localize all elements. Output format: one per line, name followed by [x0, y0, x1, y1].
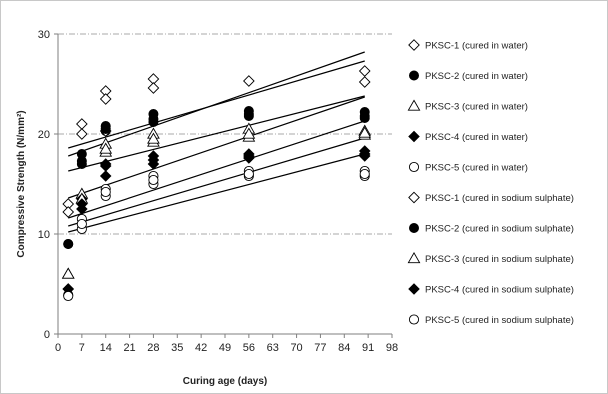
trendline-6 — [68, 137, 365, 227]
data-point-s10-p6 — [359, 168, 370, 180]
data-point-s6-p2 — [76, 128, 88, 140]
legend-label-10: PKSC-5 (cured in sodium sulphate) — [425, 315, 574, 326]
y-axis-title: Compressive Strength (N/mm²) — [16, 110, 27, 257]
legend-label-2: PKSC-2 (cured in water) — [425, 71, 528, 82]
legend-marker-5 — [408, 161, 420, 173]
data-point-s7-p2 — [76, 158, 87, 169]
y-tick-label-30: 30 — [38, 29, 50, 41]
data-point-s7-p1 — [63, 238, 74, 249]
legend-label-4: PKSC-4 (cured in water) — [425, 132, 528, 143]
x-tick-label-28: 28 — [147, 342, 159, 354]
trendline-3 — [68, 95, 365, 172]
legend-marker-10 — [408, 314, 420, 325]
data-point-s1-p4 — [99, 93, 112, 105]
x-tick-label-70: 70 — [290, 342, 302, 354]
x-tick-label-63: 63 — [267, 342, 279, 354]
x-axis-title: Curing age (days) — [183, 376, 267, 387]
legend-label-1: PKSC-1 (cured in water) — [425, 41, 528, 52]
x-tick-label-49: 49 — [219, 342, 231, 354]
legend-marker-1 — [408, 39, 420, 51]
data-point-s10-p4 — [148, 174, 159, 186]
data-point-s10-p2 — [76, 218, 87, 230]
data-point-s7-p6 — [359, 113, 370, 124]
data-point-s6-p1 — [62, 206, 75, 218]
x-tick-label-56: 56 — [243, 342, 255, 354]
y-tick-label-0: 0 — [44, 329, 50, 341]
x-tick-label-91: 91 — [362, 342, 374, 354]
data-point-s9-p6 — [358, 148, 371, 160]
legend-marker-7 — [408, 222, 419, 233]
legend-marker-8 — [407, 251, 421, 264]
trendline-2 — [68, 51, 365, 157]
data-point-s10-p3 — [100, 186, 111, 198]
data-point-s4-p5 — [99, 170, 112, 182]
data-point-s1-p2 — [76, 118, 88, 130]
data-point-s9-p3 — [99, 160, 112, 172]
data-point-s1-p7 — [358, 65, 371, 77]
x-tick-label-21: 21 — [123, 342, 135, 354]
data-point-s8-p6 — [358, 126, 372, 138]
legend-label-9: PKSC-4 (cured in sodium sulphate) — [425, 285, 574, 296]
data-point-s1-p6 — [243, 75, 255, 87]
x-tick-label-35: 35 — [171, 342, 183, 354]
data-point-s10-p1 — [63, 290, 74, 302]
data-point-s7-p3 — [100, 124, 111, 135]
data-point-s6-p5 — [358, 76, 371, 88]
legend-marker-9 — [408, 283, 420, 295]
legend-label-3: PKSC-3 (cured in water) — [425, 102, 528, 113]
data-point-s8-p3 — [99, 142, 113, 154]
x-tick-label-84: 84 — [338, 342, 350, 354]
x-tick-label-98: 98 — [386, 342, 398, 354]
trendline-5 — [68, 120, 365, 219]
legend-label-7: PKSC-2 (cured in sodium sulphate) — [425, 224, 574, 235]
legend-label-6: PKSC-1 (cured in sodium sulphate) — [425, 193, 574, 204]
data-point-s9-p5 — [243, 150, 255, 162]
x-tick-label-7: 7 — [79, 342, 85, 354]
data-point-s9-p2 — [76, 198, 88, 210]
data-point-s9-p4 — [147, 154, 160, 166]
data-point-s8-p1 — [61, 267, 75, 279]
data-point-s7-p4 — [148, 117, 159, 128]
data-point-s10-p5 — [243, 168, 254, 180]
data-point-s7-p5 — [243, 109, 254, 120]
legend-label-5: PKSC-5 (cured in water) — [425, 163, 528, 174]
data-point-s8-p5 — [242, 127, 256, 139]
trendline-7 — [68, 153, 365, 233]
y-tick-label-10: 10 — [38, 229, 50, 241]
data-point-s8-p4 — [147, 132, 160, 144]
legend-marker-4 — [408, 130, 420, 143]
x-tick-label-14: 14 — [100, 342, 112, 354]
legend-marker-2 — [408, 70, 419, 81]
x-tick-label-42: 42 — [195, 342, 207, 354]
y-tick-label-20: 20 — [38, 129, 50, 141]
x-tick-label-0: 0 — [55, 342, 61, 354]
trendline-4 — [68, 96, 365, 199]
data-point-s6-p4 — [147, 82, 160, 94]
legend-marker-3 — [407, 99, 421, 111]
legend-label-8: PKSC-3 (cured in sodium sulphate) — [425, 254, 574, 265]
x-tick-label-77: 77 — [314, 342, 326, 354]
legend-marker-6 — [408, 191, 420, 204]
